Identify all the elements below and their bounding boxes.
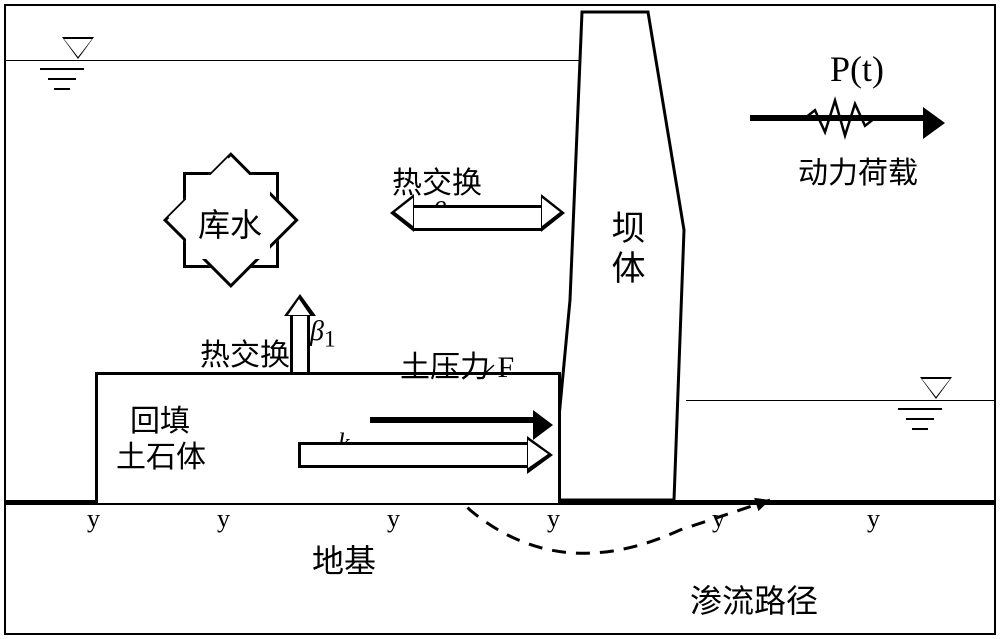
heat-exchange-vertical-label: 热交换 — [200, 330, 290, 374]
beta1-symbol: β1 — [310, 316, 336, 354]
dynamic-load-label: 动力荷载 — [798, 148, 918, 192]
pt-symbol: P(t) — [830, 48, 884, 90]
ground-y-tick: y — [387, 504, 400, 534]
ground-y-tick: y — [867, 504, 880, 534]
beta1-sub: 1 — [324, 327, 336, 353]
foundation-label: 地基 — [312, 536, 376, 582]
heat-exchange-v-arrow — [290, 294, 310, 372]
dynamic-load-arrow — [750, 115, 945, 121]
heat-exchange-h-arrow — [390, 205, 565, 231]
ground-y-tick: y — [217, 504, 230, 534]
svg-layer — [0, 0, 1000, 639]
ground-y-tick: y — [712, 504, 725, 534]
seepage-label: 渗流路径 — [690, 576, 818, 622]
earth-pressure-arrow — [370, 417, 553, 423]
beta-char: β — [310, 316, 324, 347]
backfill-label-2: 土石体 — [116, 432, 206, 476]
reservoir-label: 库水 — [198, 200, 262, 246]
diagram-stage: yyyyyy 回填 土石体 库水 热交换 β0 热交换 β1 k 土压力 F P… — [0, 0, 1000, 639]
earth-pressure-label: 土压力 F — [400, 342, 514, 386]
dam-label: 坝体 — [600, 210, 649, 290]
ground-y-tick: y — [87, 504, 100, 534]
conduction-arrow — [298, 442, 553, 468]
ground-y-tick: y — [547, 504, 560, 534]
